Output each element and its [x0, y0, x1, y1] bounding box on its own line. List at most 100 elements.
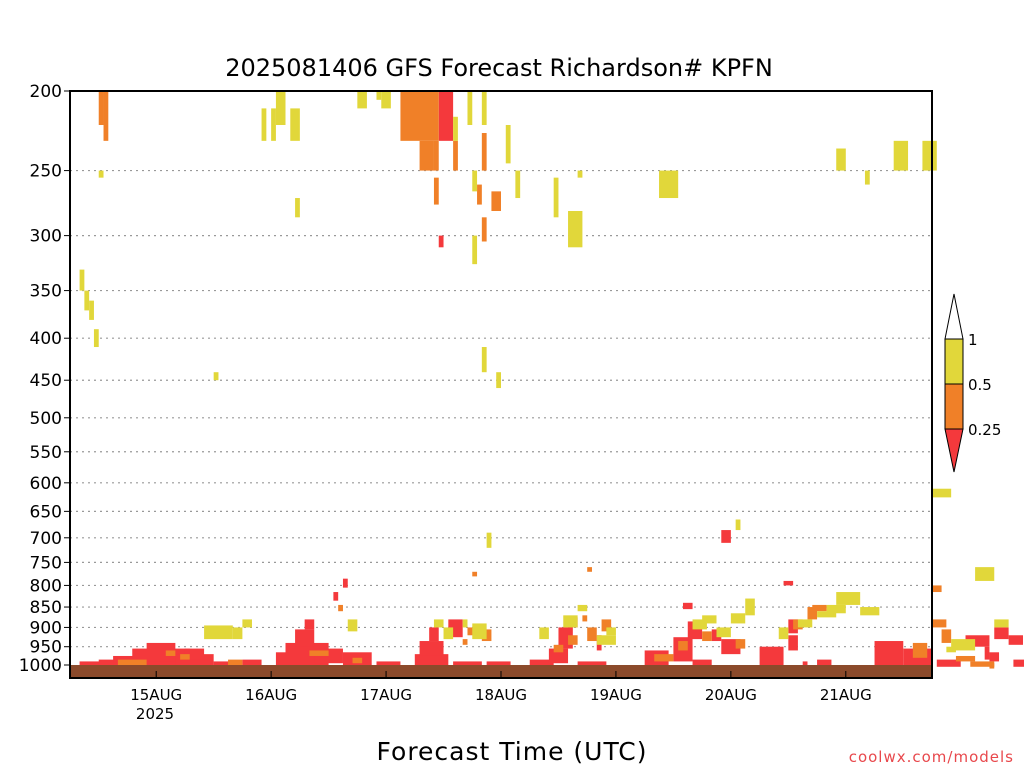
richardson-cell: [505, 124, 511, 164]
y-tick-label: 850: [30, 598, 62, 618]
richardson-cell: [357, 659, 367, 669]
richardson-cell: [836, 592, 861, 605]
richardson-cell: [601, 619, 612, 632]
richardson-cell: [932, 488, 952, 498]
richardson-cell: [577, 604, 588, 612]
richardson-cell: [242, 659, 262, 667]
richardson-cell: [553, 177, 559, 218]
richardson-cell: [812, 604, 827, 612]
richardson-cell: [481, 91, 487, 125]
richardson-cell: [1013, 659, 1024, 667]
richardson-cell: [659, 170, 679, 199]
x-tick-label: 17AUG: [360, 686, 412, 704]
richardson-cell: [290, 108, 300, 141]
richardson-cell: [783, 580, 794, 586]
richardson-cell: [587, 627, 597, 642]
richardson-cell: [721, 530, 731, 543]
richardson-cell: [333, 592, 339, 601]
richardson-cell: [462, 619, 468, 628]
y-tick-label: 750: [30, 553, 62, 573]
richardson-cell: [563, 615, 578, 628]
richardson-cell: [295, 198, 300, 218]
richardson-cell: [864, 170, 870, 185]
richardson-cell: [759, 646, 784, 669]
richardson-cell: [419, 641, 444, 656]
richardson-cell: [117, 659, 147, 665]
richardson-cell: [400, 91, 439, 141]
richardson-cell: [596, 635, 616, 645]
richardson-cell: [955, 655, 976, 662]
colorbar-label: 0.5: [968, 376, 992, 394]
x-tick-label: 20AUG: [705, 686, 757, 704]
richardson-cell: [568, 635, 578, 645]
y-tick-label: 450: [30, 371, 62, 391]
colorbar-bin-low: [944, 428, 964, 473]
richardson-cell: [376, 91, 382, 100]
colorbar-bin-high: [944, 338, 964, 385]
y-tick-label: 800: [30, 576, 62, 596]
richardson-cell: [1008, 635, 1023, 645]
richardson-cell: [817, 611, 837, 618]
richardson-cell: [994, 627, 1009, 640]
y-tick-label: 500: [30, 409, 62, 429]
richardson-cell: [481, 133, 487, 171]
richardson-cell: [438, 91, 454, 141]
richardson-cell: [213, 372, 219, 381]
richardson-cell: [654, 654, 674, 662]
richardson-cell: [826, 604, 846, 614]
richardson-cell: [802, 661, 808, 667]
x-tick-label: 15AUG: [130, 686, 182, 704]
richardson-cell: [860, 607, 880, 616]
chart-title: 2025081406 GFS Forecast Richardson# KPFN: [225, 54, 773, 82]
richardson-cell: [79, 269, 85, 291]
richardson-cell: [932, 619, 947, 628]
richardson-cell: [438, 235, 444, 248]
y-tick-label: 1000: [19, 656, 62, 676]
richardson-cell: [568, 211, 583, 248]
richardson-cell: [807, 607, 818, 620]
x-axis: 15AUG 16AUG 17AUG 18AUG 19AUG 20AUG 21AUG: [130, 671, 872, 704]
richardson-cell: [228, 659, 243, 665]
y-axis: 200 250 300 350 400 450 500 550 600 650 700 750 8008…: [19, 82, 70, 676]
y-tick-label: 600: [30, 474, 62, 494]
richardson-cell: [951, 639, 976, 651]
richardson-cell: [414, 654, 449, 667]
richardson-cell: [793, 619, 803, 630]
richardson-cell: [462, 639, 468, 645]
richardson-cell: [98, 91, 104, 125]
richardson-cell: [443, 627, 454, 640]
richardson-cell: [472, 571, 478, 577]
richardson-cell: [730, 613, 746, 624]
richardson-cell: [429, 627, 439, 642]
richardson-cell: [98, 170, 104, 178]
richardson-cell: [912, 642, 928, 658]
y-tick-label: 300: [30, 227, 62, 247]
richardson-cell: [242, 619, 252, 628]
richardson-cell: [481, 217, 487, 242]
richardson-cell: [515, 170, 521, 199]
richardson-cell: [788, 635, 798, 651]
richardson-cell: [797, 619, 813, 628]
colorbar-label: 1: [968, 331, 978, 349]
richardson-cell: [453, 116, 458, 141]
richardson-cell: [702, 615, 717, 624]
x-year-label: 2025: [136, 705, 174, 723]
richardson-cell: [778, 627, 789, 640]
richardson-cell: [481, 629, 492, 642]
richardson-cell: [874, 641, 904, 669]
richardson-cell: [481, 347, 487, 373]
richardson-cell: [165, 650, 176, 656]
x-tick-label: 16AUG: [245, 686, 297, 704]
richardson-cell: [342, 578, 348, 588]
richardson-cell: [692, 659, 712, 667]
richardson-cell: [702, 631, 712, 642]
richardson-cell: [922, 140, 937, 171]
richardson-cell: [271, 108, 276, 141]
richardson-cell: [735, 639, 746, 649]
richardson-cell: [184, 648, 205, 660]
richardson-cell: [735, 519, 741, 531]
richardson-cell: [453, 661, 482, 667]
y-tick-label: 250: [30, 162, 62, 182]
richardson-cell: [180, 654, 190, 660]
